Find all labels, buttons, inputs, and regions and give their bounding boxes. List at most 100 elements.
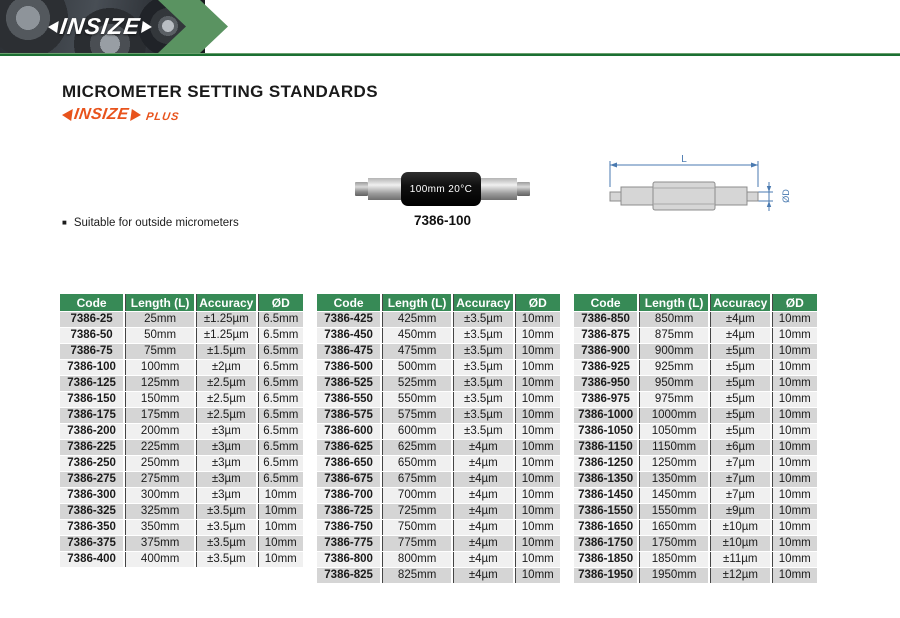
table-cell: 550mm — [382, 392, 452, 407]
table-cell: 10mm — [771, 488, 817, 503]
spec-tables: Code Length (L) Accuracy ØD 7386-25 25mm ±1.25… — [58, 293, 819, 584]
table-row: 7386-100 100mm ±2µm 6.5mm — [60, 360, 303, 375]
table-row: 7386-1650 1650mm ±10µm 10mm — [574, 520, 817, 535]
table-cell: 10mm — [771, 312, 817, 327]
table-cell: 7386-1650 — [574, 520, 638, 535]
table-row: 7386-200 200mm ±3µm 6.5mm — [60, 424, 303, 439]
table-cell: ±3.5µm — [196, 552, 256, 567]
table-row: 7386-1000 1000mm ±5µm 10mm — [574, 408, 817, 423]
table-row: 7386-300 300mm ±3µm 10mm — [60, 488, 303, 503]
table-row: 7386-250 250mm ±3µm 6.5mm — [60, 456, 303, 471]
table-cell: 7386-475 — [317, 344, 381, 359]
table-cell: 100mm — [125, 360, 195, 375]
table-cell: 10mm — [514, 392, 560, 407]
measuring-face-right — [517, 182, 530, 196]
table-cell: 7386-75 — [60, 344, 124, 359]
measuring-face-left — [355, 182, 368, 196]
table-cell: 7386-850 — [574, 312, 638, 327]
table-cell: 975mm — [639, 392, 709, 407]
spec-table-3: Code Length (L) Accuracy ØD 7386-850 850mm ±4µ… — [572, 293, 819, 584]
table-cell: 10mm — [771, 344, 817, 359]
table-cell: 7386-950 — [574, 376, 638, 391]
table-cell: 7386-425 — [317, 312, 381, 327]
table-cell: 10mm — [771, 408, 817, 423]
table-cell: 6.5mm — [257, 360, 303, 375]
table-cell: 7386-175 — [60, 408, 124, 423]
table-cell: ±1.25µm — [196, 328, 256, 343]
table-cell: 7386-225 — [60, 440, 124, 455]
table-cell: 525mm — [382, 376, 452, 391]
table-cell: 50mm — [125, 328, 195, 343]
table-cell: 6.5mm — [257, 376, 303, 391]
table-row: 7386-1850 1850mm ±11µm 10mm — [574, 552, 817, 567]
table-cell: 7386-100 — [60, 360, 124, 375]
table-cell: 7386-350 — [60, 520, 124, 535]
table-cell: 10mm — [514, 504, 560, 519]
table-cell: 10mm — [771, 456, 817, 471]
table-cell: 10mm — [514, 408, 560, 423]
table-cell: 500mm — [382, 360, 452, 375]
table-cell: 10mm — [257, 552, 303, 567]
table-cell: 7386-600 — [317, 424, 381, 439]
table-cell: 10mm — [257, 536, 303, 551]
table-cell: 650mm — [382, 456, 452, 471]
table-cell: 10mm — [257, 488, 303, 503]
table-cell: ±3.5µm — [196, 520, 256, 535]
table-cell: 925mm — [639, 360, 709, 375]
table-cell: ±5µm — [710, 408, 770, 423]
table-cell: 7386-450 — [317, 328, 381, 343]
table-cell: ±12µm — [710, 568, 770, 583]
table-row: 7386-975 975mm ±5µm 10mm — [574, 392, 817, 407]
table-row: 7386-550 550mm ±3.5µm 10mm — [317, 392, 560, 407]
table-cell: 7386-400 — [60, 552, 124, 567]
table-cell: 7386-150 — [60, 392, 124, 407]
product-code-caption: 7386-100 — [413, 213, 472, 228]
table-cell: 10mm — [514, 488, 560, 503]
table-row: 7386-425 425mm ±3.5µm 10mm — [317, 312, 560, 327]
table-cell: ±4µm — [453, 472, 513, 487]
table-cell: ±2µm — [196, 360, 256, 375]
table-row: 7386-1050 1050mm ±5µm 10mm — [574, 424, 817, 439]
table-cell: ±5µm — [710, 360, 770, 375]
feature-bullet-text: Suitable for outside micrometers — [73, 217, 239, 229]
column-header: Accuracy — [196, 294, 256, 311]
table-cell: 7386-900 — [574, 344, 638, 359]
table-cell: 75mm — [125, 344, 195, 359]
table-cell: 10mm — [771, 552, 817, 567]
table-row: 7386-700 700mm ±4µm 10mm — [317, 488, 560, 503]
table-cell: 10mm — [514, 424, 560, 439]
table-cell: ±10µm — [710, 520, 770, 535]
product-figure: 100mm 20°C 7386-100 — [355, 172, 530, 228]
column-header: Code — [60, 294, 124, 311]
dimension-drawing: L ØD — [609, 154, 791, 211]
table-cell: 7386-300 — [60, 488, 124, 503]
table-cell: ±7µm — [710, 472, 770, 487]
table-cell: 7386-200 — [60, 424, 124, 439]
table-row: 7386-1450 1450mm ±7µm 10mm — [574, 488, 817, 503]
table-cell: ±4µm — [453, 520, 513, 535]
table-cell: 10mm — [514, 440, 560, 455]
table-cell: 175mm — [125, 408, 195, 423]
table-row: 7386-50 50mm ±1.25µm 6.5mm — [60, 328, 303, 343]
spec-table-1: Code Length (L) Accuracy ØD 7386-25 25mm ±1.25… — [58, 293, 305, 584]
table-cell: ±5µm — [710, 424, 770, 439]
table-cell: 450mm — [382, 328, 452, 343]
table-cell: 10mm — [771, 360, 817, 375]
table-cell: 7386-325 — [60, 504, 124, 519]
table-cell: 10mm — [257, 520, 303, 535]
table-cell: ±3.5µm — [453, 312, 513, 327]
table-cell: 10mm — [771, 376, 817, 391]
feature-bullet: ■ Suitable for outside micrometers — [62, 217, 239, 229]
table-cell: ±11µm — [710, 552, 770, 567]
table-cell: 775mm — [382, 536, 452, 551]
table-row: 7386-875 875mm ±4µm 10mm — [574, 328, 817, 343]
insize-plus-text: INSIZE — [72, 106, 130, 123]
table-cell: 7386-1050 — [574, 424, 638, 439]
table-cell: 1450mm — [639, 488, 709, 503]
table-cell: 6.5mm — [257, 472, 303, 487]
table-cell: 7386-775 — [317, 536, 381, 551]
table-row: 7386-150 150mm ±2.5µm 6.5mm — [60, 392, 303, 407]
table-cell: ±4µm — [710, 328, 770, 343]
column-header: Accuracy — [710, 294, 770, 311]
